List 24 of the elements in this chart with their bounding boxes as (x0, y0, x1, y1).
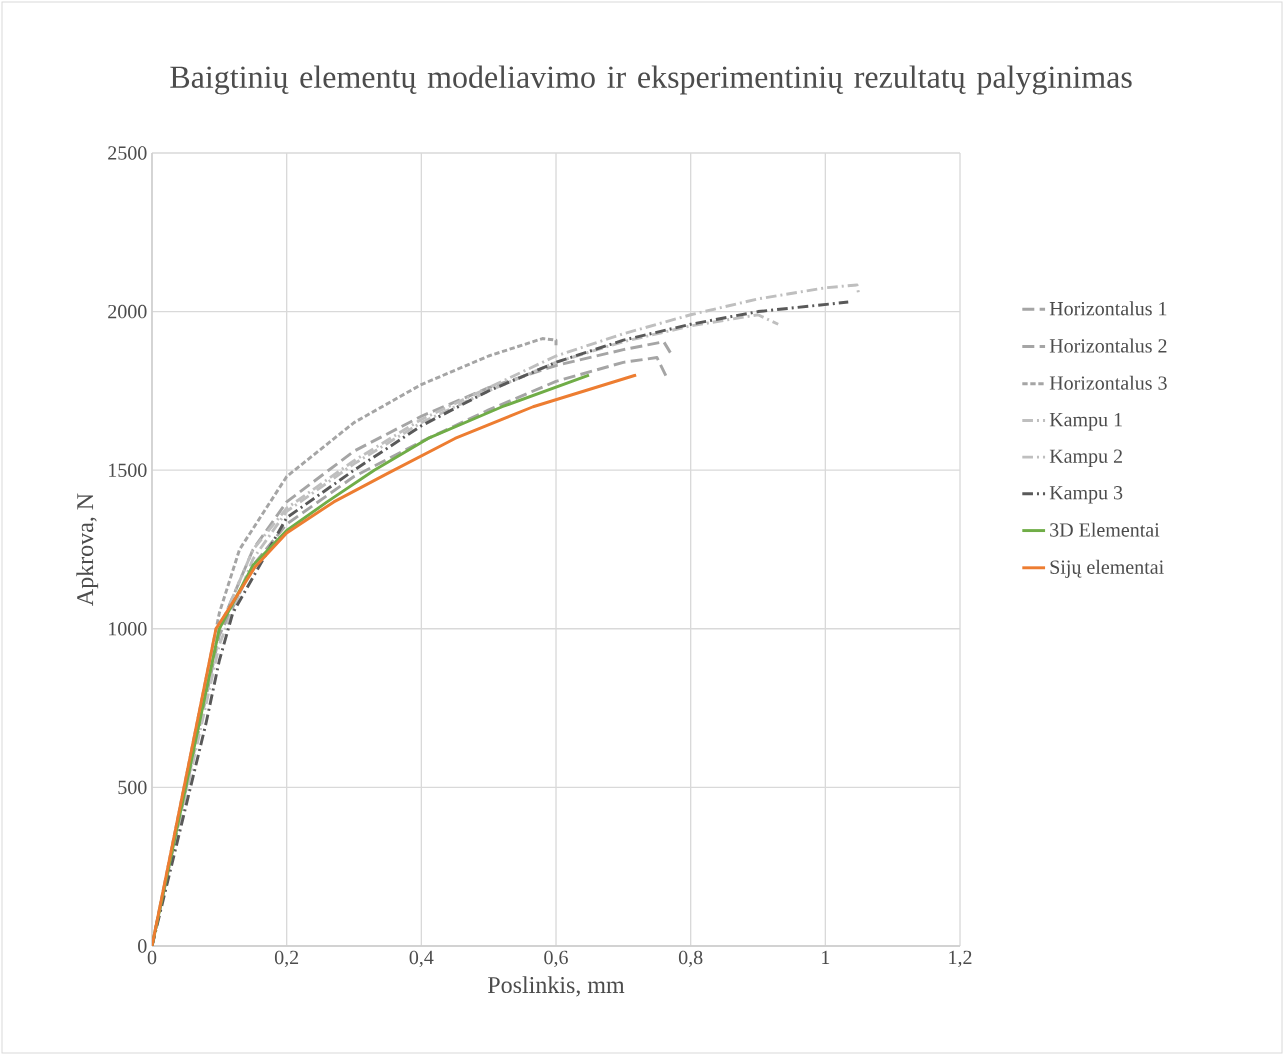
x-tick-label: 0,8 (678, 950, 703, 968)
legend-label: Horizontalus 2 (1049, 338, 1167, 353)
legend-label: Kampu 3 (1049, 486, 1123, 504)
legend-label: Kampu 2 (1049, 449, 1122, 467)
y-tick-label: 1500 (109, 463, 147, 477)
x-tick-label: 0,2 (274, 950, 299, 968)
y-tick-label: 2000 (108, 304, 147, 319)
x-tick-label: 1,2 (949, 950, 972, 968)
y-tick-label: 500 (118, 780, 147, 795)
y-tick-label: 0 (138, 939, 147, 953)
legend-label: Kampu 1 (1049, 412, 1122, 431)
y-axis-title: Apkrova, N (76, 493, 99, 606)
x-tick-label: 0 (147, 950, 157, 965)
legend-label: 3D Elementai (1050, 522, 1160, 537)
legend-label: Sijų elementai (1050, 559, 1164, 578)
legend-label: Horizontalus 3 (1049, 375, 1167, 390)
x-axis-title: Poslinkis, mm (488, 976, 625, 997)
chart-title: Baigtinių elementų modeliavimo ir eksperimentinių rezultatų palyginimas (170, 65, 1132, 95)
legend-label: Horizontalus 1 (1049, 301, 1167, 316)
x-tick-label: 0,6 (544, 950, 568, 968)
y-tick-label: 1000 (109, 622, 147, 636)
x-tick-label: 0,4 (409, 950, 434, 968)
x-tick-label: 1 (822, 950, 830, 964)
y-tick-label: 2500 (108, 146, 147, 160)
